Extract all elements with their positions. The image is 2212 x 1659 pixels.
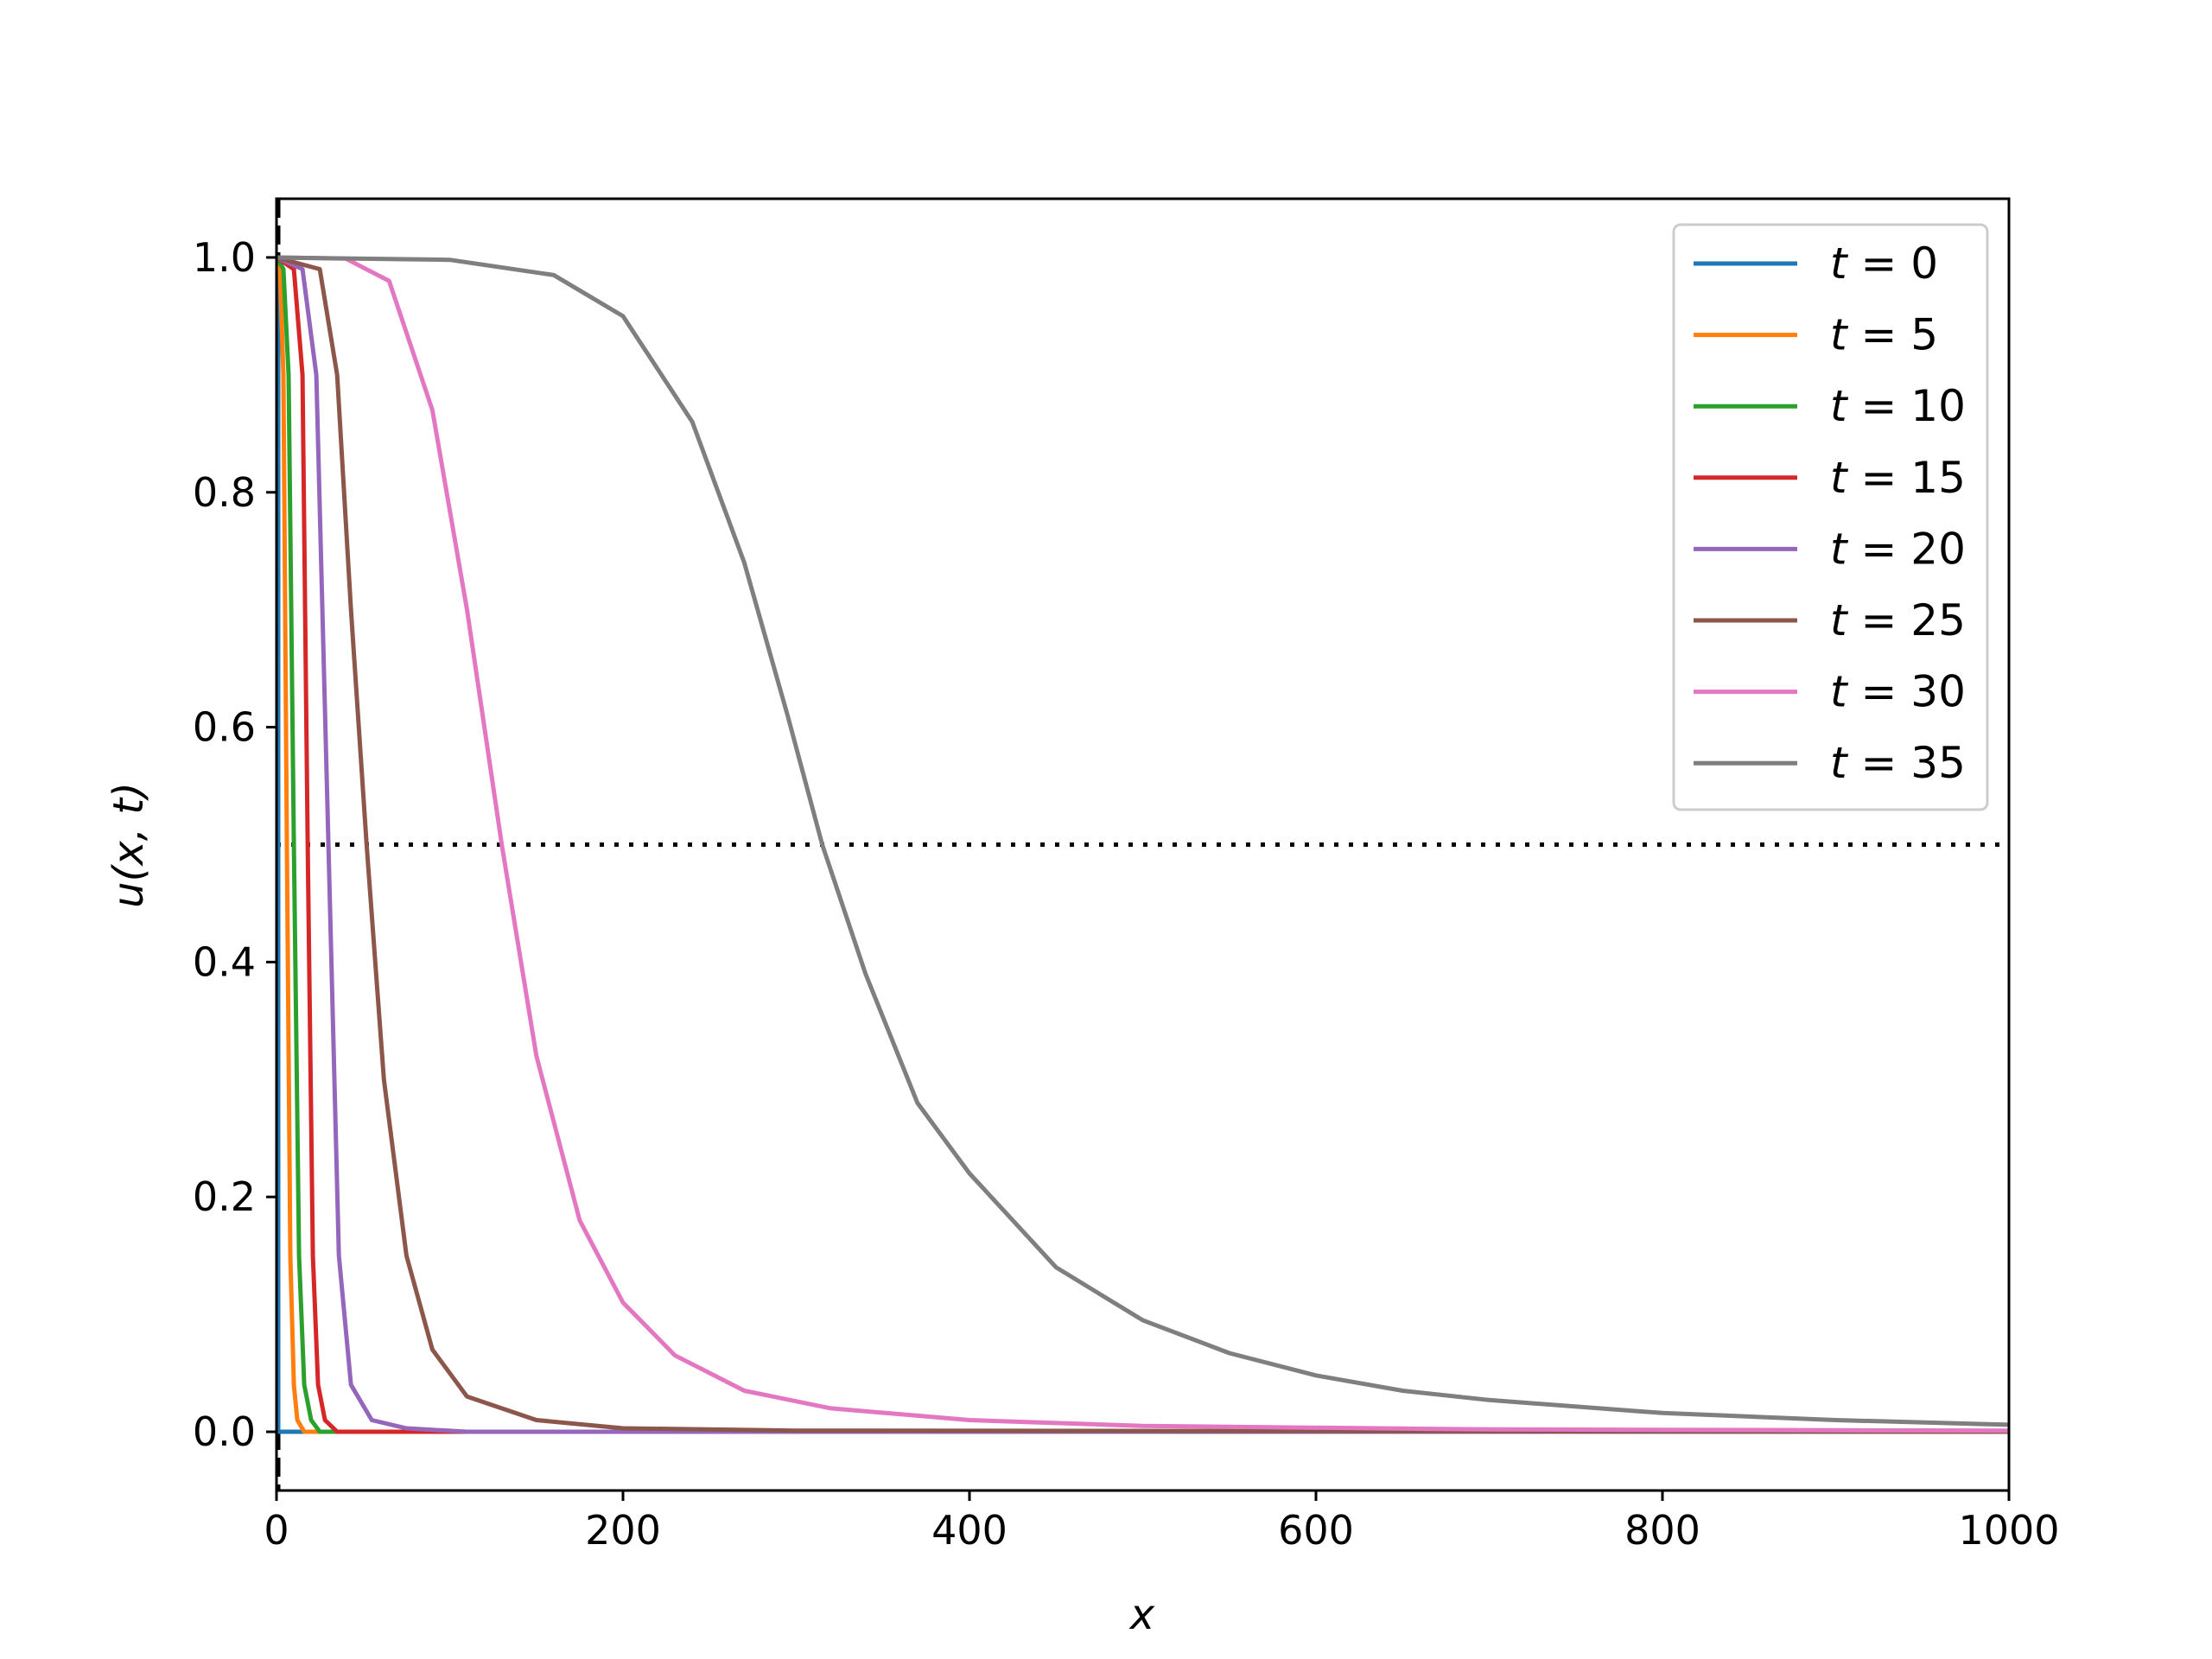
y-tick-label: 0.2 bbox=[193, 1173, 256, 1220]
x-tick-label: 0 bbox=[264, 1507, 289, 1554]
legend-label: t = 25 bbox=[1830, 595, 1966, 645]
series-line-3 bbox=[276, 255, 2009, 1434]
y-axis: 0.0 0.2 0.4 0.6 0.8 1.0 bbox=[193, 234, 276, 1455]
legend-frame bbox=[1672, 223, 1989, 811]
legend-label: t = 10 bbox=[1830, 381, 1966, 431]
x-tick-label: 200 bbox=[585, 1507, 661, 1554]
legend-items: t = 0 t = 5 t = 10 t = 15 t = 20 t = 25 t = 30… bbox=[1694, 238, 1966, 788]
x-axis: 0 200 400 600 800 1000 bbox=[264, 1491, 2060, 1554]
y-tick-label: 0.8 bbox=[193, 469, 256, 516]
series-line-7 bbox=[276, 255, 2009, 1427]
series-line-1 bbox=[276, 257, 2009, 1434]
axes-frame bbox=[275, 197, 2011, 1492]
y-tick-label: 0.6 bbox=[193, 704, 256, 751]
x-axis-label: x bbox=[1128, 1591, 1155, 1639]
series-line-6 bbox=[276, 255, 2009, 1433]
y-tick-label: 0.0 bbox=[193, 1408, 256, 1455]
legend-label: t = 0 bbox=[1830, 238, 1938, 289]
y-tick-label: 1.0 bbox=[193, 234, 256, 281]
x-tick-label: 600 bbox=[1278, 1507, 1354, 1554]
x-tick-label: 800 bbox=[1624, 1507, 1700, 1554]
legend-label: t = 35 bbox=[1830, 738, 1966, 788]
x-tick-label: 400 bbox=[931, 1507, 1007, 1554]
legend-label: t = 20 bbox=[1830, 524, 1966, 574]
y-tick-label: 0.4 bbox=[193, 938, 256, 985]
x-tick-label: 1000 bbox=[1958, 1507, 2059, 1554]
legend-label: t = 15 bbox=[1830, 453, 1966, 503]
series-line-2 bbox=[276, 256, 2009, 1434]
plot-area bbox=[275, 197, 2011, 1492]
legend-label: t = 5 bbox=[1830, 310, 1938, 360]
legend-label: t = 30 bbox=[1830, 667, 1966, 717]
series-line-5 bbox=[276, 255, 2009, 1434]
y-axis-label: u(x, t) bbox=[105, 782, 153, 908]
legend: t = 0 t = 5 t = 10 t = 15 t = 20 t = 25 t = 30… bbox=[1672, 223, 1989, 811]
series-line-4 bbox=[276, 255, 2009, 1434]
